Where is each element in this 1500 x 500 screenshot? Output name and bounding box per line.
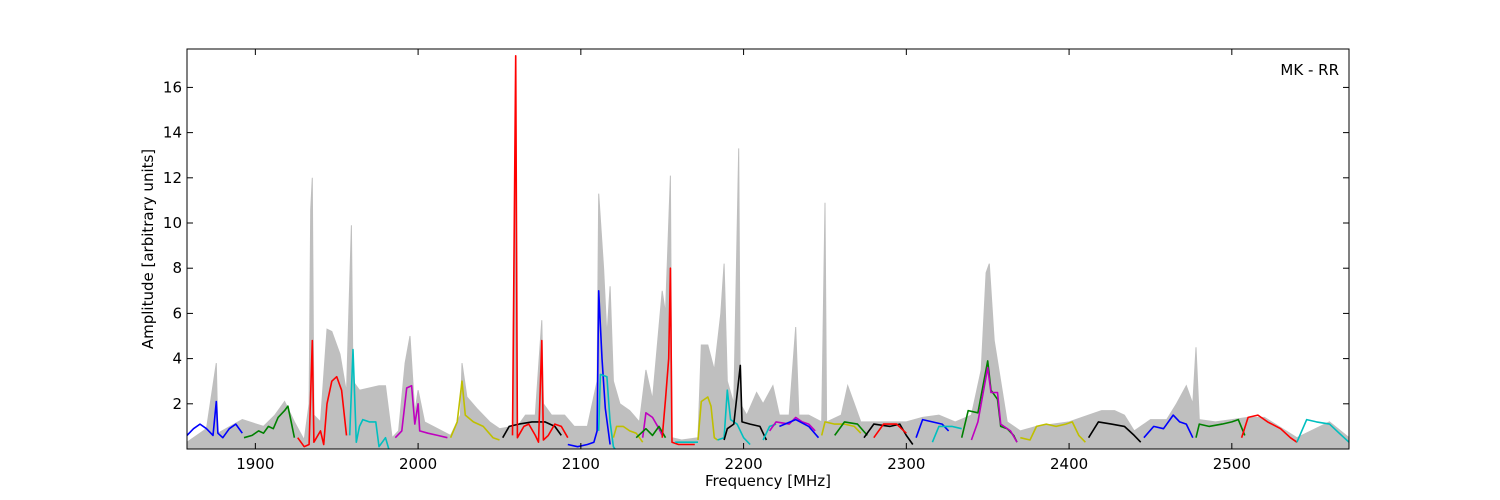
series-line-30 xyxy=(1087,421,1142,443)
x-tick-label: 2000 xyxy=(399,455,437,473)
y-tick-label: 4 xyxy=(172,350,182,368)
series-line-5 xyxy=(449,380,500,441)
y-axis: 2 4 6 8 10 12 14 16 xyxy=(163,78,1349,413)
series-line-21 xyxy=(820,421,862,436)
series-line-3 xyxy=(348,348,390,449)
x-tick-label: 2400 xyxy=(1050,455,1088,473)
x-tick-label: 2100 xyxy=(562,455,600,473)
series-line-4 xyxy=(394,384,448,439)
x-tick-label: 2300 xyxy=(887,455,925,473)
series-line-24 xyxy=(873,423,907,439)
x-tick-label: 2200 xyxy=(724,455,762,473)
y-tick-label: 16 xyxy=(163,78,182,96)
y-tick-label: 2 xyxy=(172,395,182,413)
series-line-29 xyxy=(1020,421,1086,443)
series-line-32 xyxy=(1195,418,1246,438)
plot-area xyxy=(187,54,1349,449)
series-line-2 xyxy=(297,339,348,448)
series-line-33 xyxy=(1240,414,1298,443)
series-line-0 xyxy=(187,400,243,439)
series-line-7 xyxy=(511,54,569,444)
y-tick-label: 12 xyxy=(163,169,182,187)
x-tick-label: 2500 xyxy=(1213,455,1251,473)
series-line-10 xyxy=(612,425,644,443)
series-line-9 xyxy=(597,373,616,449)
y-tick-label: 14 xyxy=(163,124,182,142)
panel-annotation: MK - RR xyxy=(1280,61,1339,79)
x-tick-label: 1900 xyxy=(236,455,274,473)
series-line-23 xyxy=(863,423,914,445)
series-layer xyxy=(187,54,1349,449)
series-line-31 xyxy=(1143,414,1194,439)
plot-frame xyxy=(186,48,1350,450)
y-axis-label: Amplitude [arbitrary units] xyxy=(139,149,157,349)
series-line-22 xyxy=(834,421,868,436)
series-line-6 xyxy=(502,421,562,439)
series-line-1 xyxy=(243,405,296,439)
y-tick-label: 10 xyxy=(163,214,182,232)
series-line-19 xyxy=(768,416,816,432)
y-tick-label: 8 xyxy=(172,259,182,277)
series-line-15 xyxy=(697,396,718,441)
series-line-34 xyxy=(1296,418,1349,443)
series-line-26 xyxy=(931,425,962,443)
x-axis-label: Frequency [MHz] xyxy=(705,472,831,490)
series-line-12 xyxy=(635,425,667,439)
series-line-20 xyxy=(779,418,820,439)
series-line-13 xyxy=(661,267,695,446)
y-tick-label: 6 xyxy=(172,304,182,322)
x-axis: 1900 2000 2100 2200 2300 2400 2500 xyxy=(236,49,1251,473)
series-line-11 xyxy=(641,411,663,438)
series-line-28 xyxy=(970,366,1018,443)
series-line-17 xyxy=(723,364,768,441)
